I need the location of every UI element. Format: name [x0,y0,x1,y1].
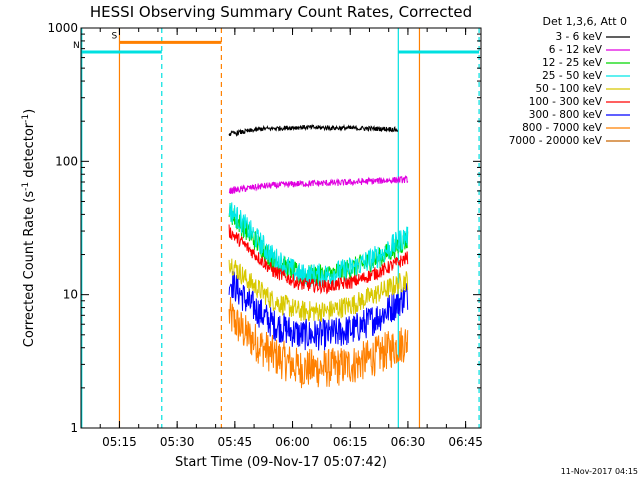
y-tick-label: 10 [63,288,78,302]
legend-entry-label: 50 - 100 keV [535,83,602,95]
series-trace [228,123,399,137]
series-trace [228,258,409,322]
legend-entry-label: 100 - 300 keV [529,96,603,108]
x-tick-label: 06:00 [275,435,310,449]
legend-entry-label: 300 - 800 keV [529,109,603,121]
y-tick-label: 1 [70,421,78,435]
series-trace [228,271,409,351]
y-tick-label: 1000 [47,21,78,35]
legend-entry-label: 7000 - 20000 keV [509,135,603,147]
series-trace [228,296,409,389]
series-trace [228,224,409,295]
legend-entry-label: 6 - 12 keV [549,44,603,56]
x-tick-label: 06:15 [333,435,368,449]
x-tick-label: 06:30 [391,435,426,449]
plot-frame [80,27,482,429]
legend-entry-label: 3 - 6 keV [555,31,602,43]
x-tick-label: 05:45 [218,435,253,449]
axes: 05:15 05:30 05:45 06:00 06:15 06:30 06:45 1 10 10… [47,21,482,449]
x-tick-label: 06:45 [448,435,483,449]
legend-entry-label: 12 - 25 keV [542,57,603,69]
flag-label: S [111,31,117,41]
series-trace [228,174,409,195]
series-trace [228,202,409,287]
legend-entry-label: 800 - 7000 keV [522,122,603,134]
x-tick-label: 05:30 [160,435,195,449]
x-tick-label: 05:15 [102,435,137,449]
legend-title: Det 1,3,6, Att 0 [543,15,627,28]
x-axis-label: Start Time (09-Nov-17 05:07:42) [175,455,387,470]
flag-label: N [73,41,80,51]
y-axis-label: Corrected Count Rate (s-1 detector-1) [21,109,37,347]
y-tick-label: 100 [55,154,78,168]
footer-timestamp: 11-Nov-2017 04:15 [561,467,638,476]
legend-entry-label: 25 - 50 keV [542,70,603,82]
plot-area: SN [73,28,480,428]
chart-title: HESSI Observing Summary Count Rates, Cor… [90,3,472,21]
